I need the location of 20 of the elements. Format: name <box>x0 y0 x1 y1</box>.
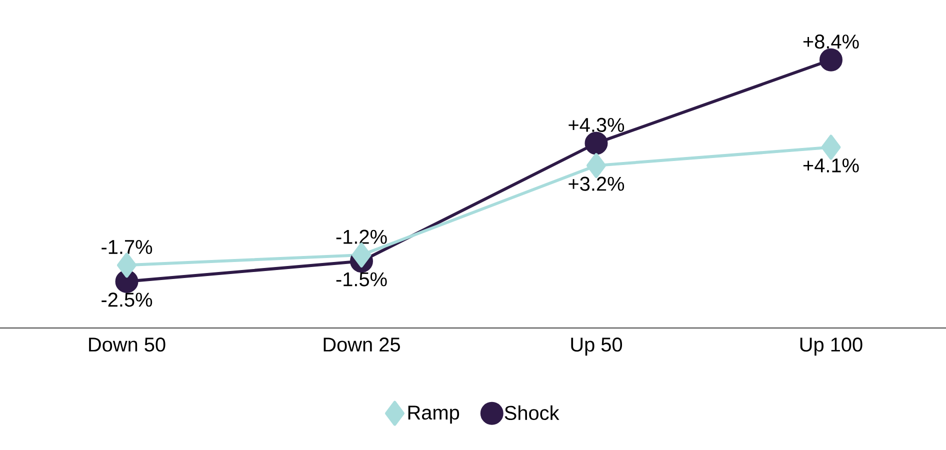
data-label: -1.5% <box>336 272 387 286</box>
data-label: +8.4% <box>803 34 859 49</box>
point <box>352 242 372 268</box>
x-tick-label: Down 50 <box>89 338 166 352</box>
data-label: +3.2% <box>568 176 624 191</box>
data-label: +4.1% <box>803 158 859 172</box>
x-tick-label: Up 50 <box>571 338 622 356</box>
data-label: -2.5% <box>102 292 152 307</box>
point <box>819 48 842 72</box>
point <box>586 153 606 178</box>
legend-label: Shock <box>504 405 560 420</box>
point <box>117 252 137 278</box>
point <box>821 134 841 160</box>
data-label: -1.2% <box>336 230 387 244</box>
point <box>584 132 608 155</box>
legend-label: Ramp <box>408 406 460 424</box>
x-tick-label: Down 25 <box>324 338 400 352</box>
x-tick-label: Up 100 <box>800 338 862 356</box>
data-label: +4.3% <box>568 118 624 132</box>
data-label: -1.7% <box>102 240 152 254</box>
